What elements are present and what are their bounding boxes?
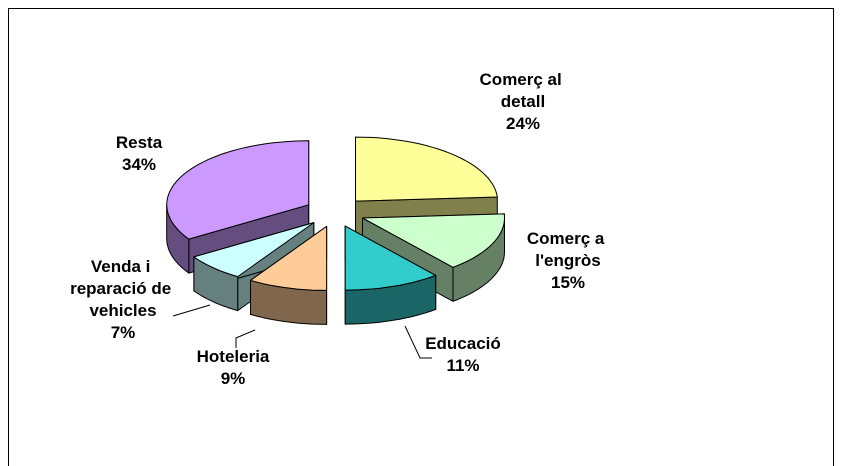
slice-top [344,225,437,291]
label-line: Hoteleria [197,347,270,366]
value-label: 24% [506,114,540,133]
label-line: l'engròs [535,251,600,270]
slice-label: Hoteleria [197,347,270,366]
label-line: Comerç al [480,70,567,89]
label-line: Comerç a [527,229,609,248]
value-label: 15% [551,273,585,292]
label-line: detall [501,92,545,111]
pie-slice [344,225,437,325]
slice-top [193,222,315,278]
slice-top [250,225,328,291]
slice-top [362,213,505,268]
slice-label: Comerç al detall [480,70,567,111]
slice-label: Educació [425,334,501,353]
pie-slice [250,225,328,325]
label-line: reparació de [70,279,176,298]
leader-line [172,304,211,317]
value-label: 34% [122,155,156,174]
slice-top [355,136,498,202]
slice-label: Comerç a l'engròs [527,229,609,270]
value-label: 9% [221,369,246,388]
slice-label: Resta [116,133,163,152]
value-label: 11% [446,356,479,375]
slice-label: Venda i reparació de vehicles [70,257,176,320]
slice-top [166,140,310,240]
leader-line [404,325,432,359]
value-label: 7% [111,323,136,342]
label-line: Venda i [91,257,155,276]
label-line: vehicles [89,301,156,320]
label-line: Educació [425,334,501,353]
leader-line [235,329,256,348]
label-line: Resta [116,133,163,152]
pie-slice [166,140,310,274]
